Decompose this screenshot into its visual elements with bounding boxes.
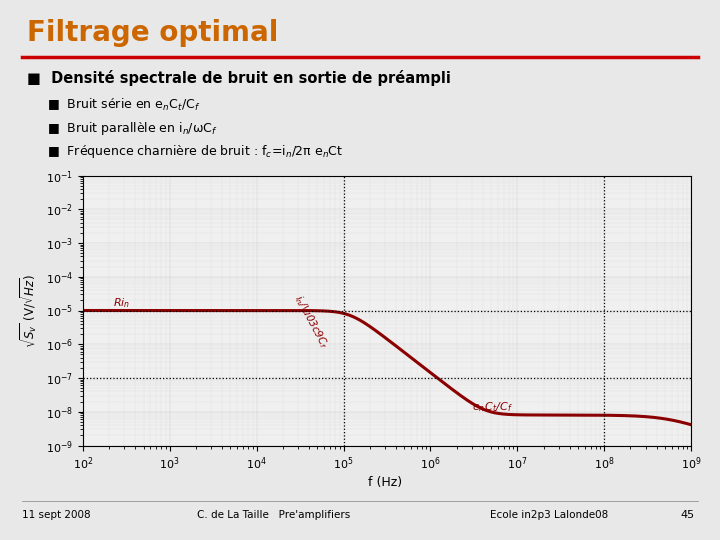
- Text: e$_n$C$_t$/C$_f$: e$_n$C$_t$/C$_f$: [472, 400, 513, 414]
- Text: 11 sept 2008: 11 sept 2008: [22, 510, 90, 521]
- Text: C. de La Taille   Pre'amplifiers: C. de La Taille Pre'amplifiers: [197, 510, 350, 521]
- Text: ■  Densité spectrale de bruit en sortie de préampli: ■ Densité spectrale de bruit en sortie d…: [27, 70, 451, 86]
- Text: 45: 45: [680, 510, 695, 521]
- Text: ■  Bruit parallèle en i$_n$/ωC$_f$: ■ Bruit parallèle en i$_n$/ωC$_f$: [47, 120, 217, 137]
- Text: i$_n$/\u03c9C$_f$: i$_n$/\u03c9C$_f$: [291, 292, 331, 352]
- Y-axis label: $\sqrt{S_v}$ (V/$\sqrt{Hz}$): $\sqrt{S_v}$ (V/$\sqrt{Hz}$): [19, 273, 40, 348]
- Text: ■  Fréquence charnière de bruit : f$_c$=i$_n$/2π e$_n$Ct: ■ Fréquence charnière de bruit : f$_c$=i…: [47, 143, 343, 159]
- Text: Ecole in2p3 Lalonde08: Ecole in2p3 Lalonde08: [490, 510, 608, 521]
- Text: Ri$_n$: Ri$_n$: [112, 296, 130, 310]
- Text: f (Hz): f (Hz): [368, 476, 402, 489]
- Text: Filtrage optimal: Filtrage optimal: [27, 19, 279, 47]
- Text: ■  Bruit série en e$_n$C$_t$/C$_f$: ■ Bruit série en e$_n$C$_t$/C$_f$: [47, 97, 200, 113]
